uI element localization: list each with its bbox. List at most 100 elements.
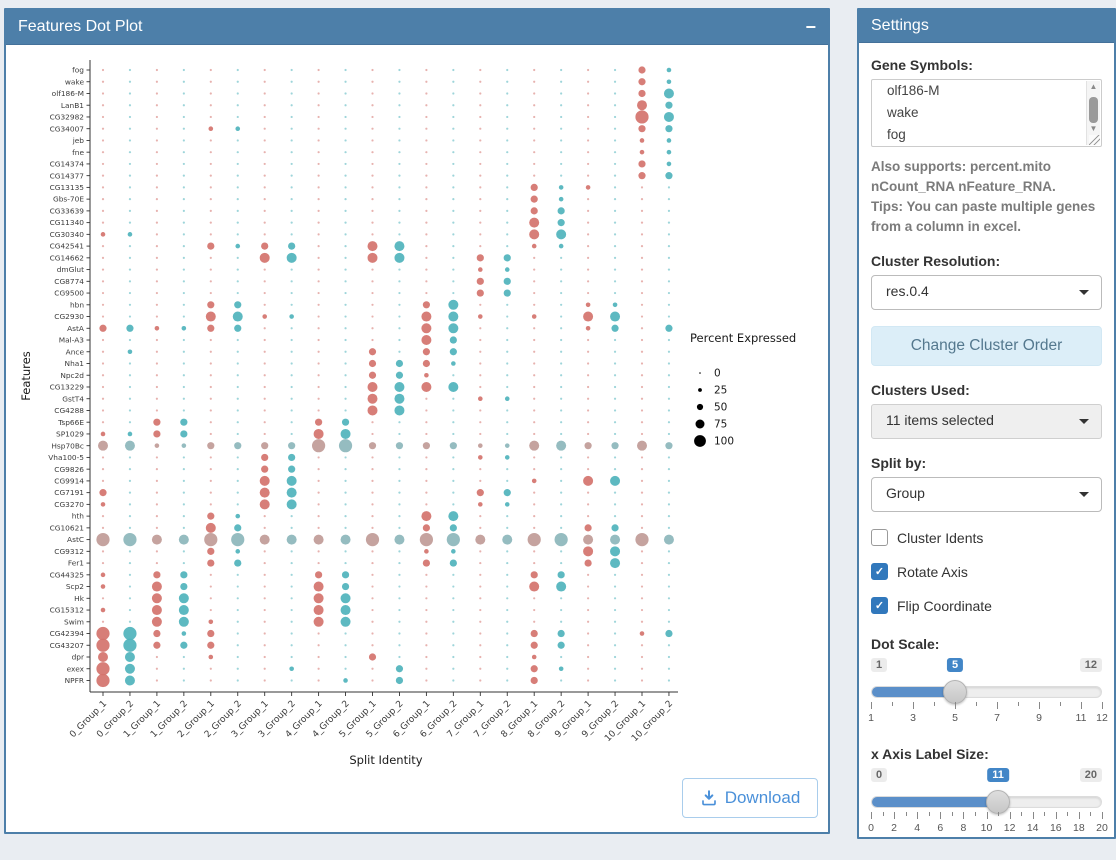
gene-label: CG34007 — [50, 124, 85, 133]
dot — [533, 608, 536, 612]
dot — [398, 350, 401, 353]
x-axis-label-size-slider[interactable]: 0 11 20 0 2 4 6 8 10 12 14 16 18 20 — [868, 768, 1108, 840]
checkbox-icon[interactable]: ✓ — [871, 563, 888, 580]
dot — [182, 80, 185, 83]
dot — [259, 475, 270, 486]
slider-handle[interactable] — [985, 790, 1010, 814]
dot — [637, 440, 647, 451]
change-cluster-order-button[interactable]: Change Cluster Order — [871, 326, 1102, 366]
dot — [587, 503, 590, 506]
flip-coordinate-checkbox[interactable]: ✓ Flip Coordinate — [871, 597, 1102, 614]
dot — [640, 515, 644, 518]
dot — [182, 679, 185, 682]
dot — [155, 350, 158, 353]
split-by-select[interactable]: Group — [871, 477, 1102, 512]
dot — [344, 479, 347, 482]
dot — [209, 68, 212, 72]
dot — [290, 432, 293, 436]
dot — [560, 315, 563, 318]
gene-label: CG2930 — [54, 312, 84, 321]
slider-track[interactable] — [871, 680, 1102, 704]
dot — [533, 115, 536, 119]
dot — [101, 350, 105, 353]
dot — [371, 209, 374, 212]
dot — [317, 127, 320, 130]
dot — [344, 280, 347, 283]
dot — [263, 667, 266, 670]
settings-header: Settings — [859, 10, 1114, 43]
dot — [560, 291, 563, 295]
dot — [395, 442, 404, 450]
dot — [155, 151, 158, 154]
dot — [124, 652, 135, 662]
gene-label: CG13229 — [50, 383, 85, 392]
dot — [398, 162, 401, 166]
gene-label: Swim — [64, 617, 84, 626]
dot — [506, 104, 509, 107]
dot — [182, 515, 185, 518]
dot — [344, 162, 347, 166]
dot — [96, 638, 110, 652]
dot — [182, 174, 185, 177]
dot — [613, 644, 617, 647]
dot — [263, 608, 266, 612]
resize-grip-icon[interactable] — [1089, 135, 1100, 145]
dot — [236, 186, 239, 189]
dot — [452, 174, 455, 177]
dot — [398, 315, 401, 318]
dot — [640, 491, 644, 494]
scrollbar-thumb[interactable] — [1089, 97, 1098, 123]
dot — [209, 350, 212, 353]
dot — [613, 456, 617, 459]
checkbox-icon[interactable]: ✓ — [871, 597, 888, 614]
cluster-idents-checkbox[interactable]: Cluster Idents — [871, 529, 1102, 546]
dot — [317, 233, 320, 236]
dot — [452, 80, 455, 83]
download-button[interactable]: Download — [682, 778, 818, 818]
dot — [261, 242, 269, 250]
dot — [209, 468, 212, 471]
dot — [425, 608, 428, 612]
dot — [155, 174, 158, 177]
dot — [344, 503, 347, 506]
rotate-axis-checkbox[interactable]: ✓ Rotate Axis — [871, 563, 1102, 580]
gene-label: CG42541 — [50, 242, 85, 251]
scroll-down-icon[interactable]: ▼ — [1089, 124, 1098, 133]
collapse-minus-icon[interactable]: − — [805, 17, 816, 37]
scroll-up-icon[interactable]: ▲ — [1089, 82, 1098, 91]
checkbox-icon[interactable] — [871, 529, 888, 546]
dot — [667, 315, 671, 318]
dot — [479, 115, 482, 119]
dot — [425, 644, 428, 647]
dot-scale-slider[interactable]: 1 5 12 1 3 5 7 9 11 12 — [868, 658, 1108, 730]
dot — [584, 559, 592, 567]
dot — [261, 442, 269, 450]
dot — [640, 327, 644, 330]
dot — [101, 456, 105, 459]
scrollbar[interactable]: ▲ ▼ — [1086, 81, 1100, 145]
gene-symbols-textarea[interactable]: olf186-M wake fog ▲ ▼ — [871, 79, 1102, 147]
slider-track[interactable] — [871, 790, 1102, 814]
dot — [530, 665, 538, 673]
dot — [155, 127, 158, 130]
dot — [425, 198, 428, 201]
cluster-resolution-select[interactable]: res.0.4 — [871, 275, 1102, 310]
dot — [182, 491, 185, 494]
dot — [368, 348, 377, 356]
dot — [506, 221, 509, 224]
dot — [613, 268, 617, 271]
dot — [479, 350, 482, 353]
dot — [367, 252, 378, 263]
dot — [587, 162, 590, 166]
clusters-used-select[interactable]: 11 items selected — [871, 404, 1102, 439]
dot — [506, 209, 509, 212]
slider-handle[interactable] — [943, 680, 968, 704]
dot — [560, 127, 563, 130]
dot — [263, 421, 266, 424]
dot — [128, 468, 132, 471]
dot — [290, 397, 293, 400]
dot — [290, 421, 293, 424]
dot — [663, 534, 674, 545]
dot — [479, 597, 482, 600]
dot — [640, 526, 644, 529]
